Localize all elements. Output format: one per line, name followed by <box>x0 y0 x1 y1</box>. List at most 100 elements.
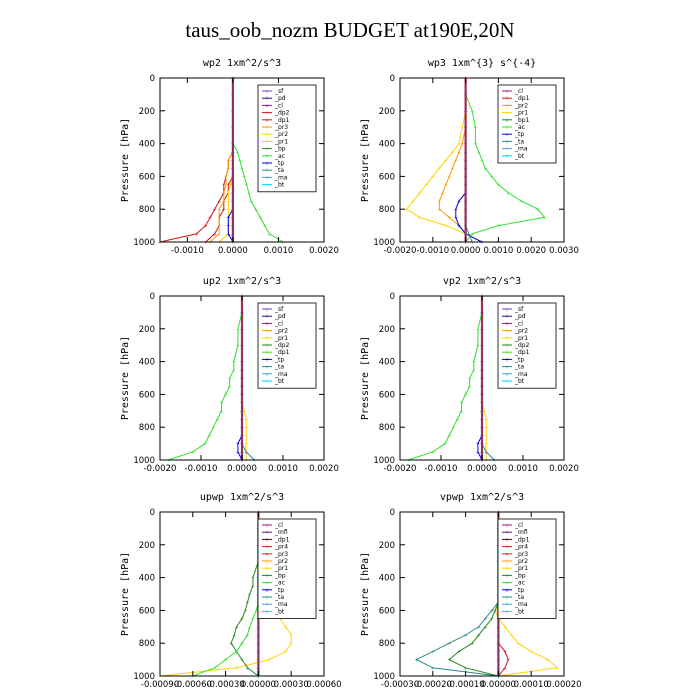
legend-label: _cl <box>514 88 523 95</box>
data-point: + <box>228 376 232 382</box>
series-line <box>408 296 483 461</box>
data-point: + <box>226 215 230 221</box>
legend-marker: + <box>265 365 269 371</box>
x-tick-label: 0.00060 <box>306 680 341 690</box>
data-point: + <box>254 207 258 213</box>
legend-marker: + <box>265 329 269 335</box>
data-point: + <box>243 608 247 614</box>
data-point: + <box>256 674 260 680</box>
data-point: + <box>226 191 230 197</box>
legend-marker: + <box>505 103 509 109</box>
x-tick-label: -0.0010 <box>416 246 449 256</box>
y-tick-label: 800 <box>379 639 395 649</box>
y-tick-label: 200 <box>139 325 155 335</box>
data-point: + <box>496 674 500 680</box>
data-point: + <box>238 158 242 164</box>
legend-label: _bp <box>274 146 286 153</box>
data-point: + <box>258 215 262 221</box>
legend-label: _ma <box>274 371 288 378</box>
data-point: + <box>229 641 233 647</box>
legend-label: _ac <box>274 580 285 587</box>
data-point: + <box>503 649 507 655</box>
data-point: + <box>203 240 207 246</box>
legend-marker: + <box>265 139 269 145</box>
data-point: + <box>457 199 461 205</box>
y-tick-label: 200 <box>139 541 155 551</box>
plot-frame <box>159 511 325 677</box>
data-point: + <box>242 174 246 180</box>
data-point: + <box>468 384 472 390</box>
x-tick-label: 0.0020 <box>309 464 339 474</box>
legend-marker: + <box>265 336 269 342</box>
data-point: + <box>506 191 510 197</box>
legend-marker: + <box>265 125 269 131</box>
legend-label: _pr2 <box>274 558 288 565</box>
legend-label: _pr2 <box>514 558 528 565</box>
data-point: + <box>457 224 461 230</box>
legend-marker: + <box>265 161 269 167</box>
legend-label: _ta <box>514 364 524 371</box>
data-point: + <box>240 458 244 464</box>
legend-label: _ac <box>514 124 525 131</box>
data-point: + <box>235 150 239 156</box>
legend-marker: + <box>265 350 269 356</box>
data-point: + <box>447 433 451 439</box>
data-point: + <box>208 215 212 221</box>
data-point: + <box>440 191 444 197</box>
data-point: + <box>203 442 207 448</box>
data-point: + <box>251 584 255 590</box>
data-point: + <box>240 458 244 464</box>
x-tick-label: -0.0010 <box>185 464 218 474</box>
data-point: + <box>483 617 487 623</box>
data-point: + <box>496 674 500 680</box>
data-point: + <box>223 658 227 664</box>
legend-label: _pr4 <box>274 544 288 551</box>
legend-marker: + <box>265 566 269 572</box>
data-point: + <box>455 417 459 423</box>
legend-marker: + <box>265 321 269 327</box>
y-tick-label: 400 <box>379 358 395 368</box>
data-point: + <box>244 433 248 439</box>
legend-marker: + <box>505 537 509 543</box>
legend-label: _dp1 <box>514 95 530 102</box>
data-point: + <box>240 458 244 464</box>
legend-label: _pr1 <box>274 138 288 145</box>
y-tick-label: 600 <box>379 390 395 400</box>
data-point: + <box>476 343 480 349</box>
legend: + _sf + _pd + _cl + _pr2 + _pr1 + _dp2 + _dp1 + _tp + _ta… <box>257 302 317 389</box>
data-point: + <box>208 240 212 246</box>
data-point: + <box>503 625 507 631</box>
data-point: + <box>470 240 474 246</box>
legend-label: _mfl <box>514 529 528 536</box>
data-point: + <box>459 409 463 415</box>
data-point: + <box>529 649 533 655</box>
legend-label: _pr3 <box>514 551 528 558</box>
data-point: + <box>418 215 422 221</box>
legend-marker: + <box>505 96 509 102</box>
y-axis-label: Pressure [hPa] <box>360 552 371 636</box>
data-point: + <box>473 142 477 148</box>
data-point: + <box>431 450 435 456</box>
data-point: + <box>207 433 211 439</box>
data-point: + <box>490 174 494 180</box>
legend-marker: + <box>265 118 269 124</box>
legend-label: _ma <box>514 146 528 153</box>
y-tick-label: 1000 <box>133 672 155 682</box>
x-tick-label: 0.0000 <box>218 246 248 256</box>
data-point: + <box>444 158 448 164</box>
x-tick-label: 0.0020 <box>309 246 339 256</box>
y-tick-label: 1000 <box>373 456 395 466</box>
data-point: + <box>493 608 497 614</box>
data-point: + <box>231 240 235 246</box>
data-point: + <box>231 240 235 246</box>
legend-marker: + <box>505 559 509 565</box>
legend-marker: + <box>265 183 269 189</box>
series-dp1: +++++++++++++++++ <box>166 294 244 464</box>
data-point: + <box>247 191 251 197</box>
data-point: + <box>496 674 500 680</box>
legend-marker: + <box>265 595 269 601</box>
panel-title: upwp 1xm^2/s^3 <box>200 492 284 503</box>
legend-label: _pr3 <box>274 551 288 558</box>
legend-marker: + <box>265 111 269 117</box>
data-point: + <box>236 442 240 448</box>
